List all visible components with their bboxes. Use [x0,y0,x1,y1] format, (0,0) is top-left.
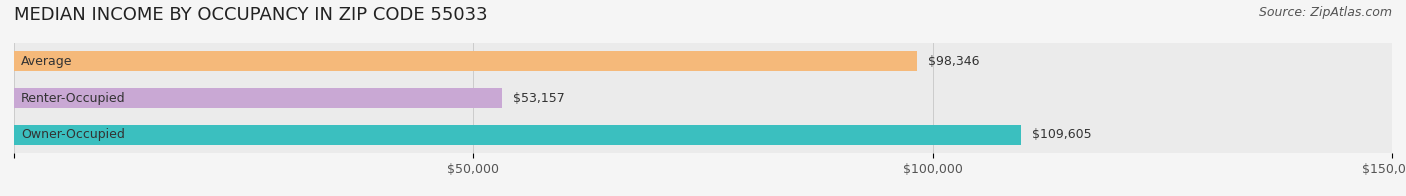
Text: MEDIAN INCOME BY OCCUPANCY IN ZIP CODE 55033: MEDIAN INCOME BY OCCUPANCY IN ZIP CODE 5… [14,6,488,24]
Text: Source: ZipAtlas.com: Source: ZipAtlas.com [1258,6,1392,19]
Text: Average: Average [21,55,73,68]
Bar [14,88,502,108]
Bar [14,124,1021,145]
Text: $53,157: $53,157 [513,92,565,104]
Bar [14,80,1392,116]
Bar [14,43,1392,80]
Text: Renter-Occupied: Renter-Occupied [21,92,125,104]
Text: $98,346: $98,346 [928,55,980,68]
Text: Owner-Occupied: Owner-Occupied [21,128,125,141]
Bar [14,116,1392,153]
Text: $109,605: $109,605 [1032,128,1091,141]
Bar [14,51,918,72]
